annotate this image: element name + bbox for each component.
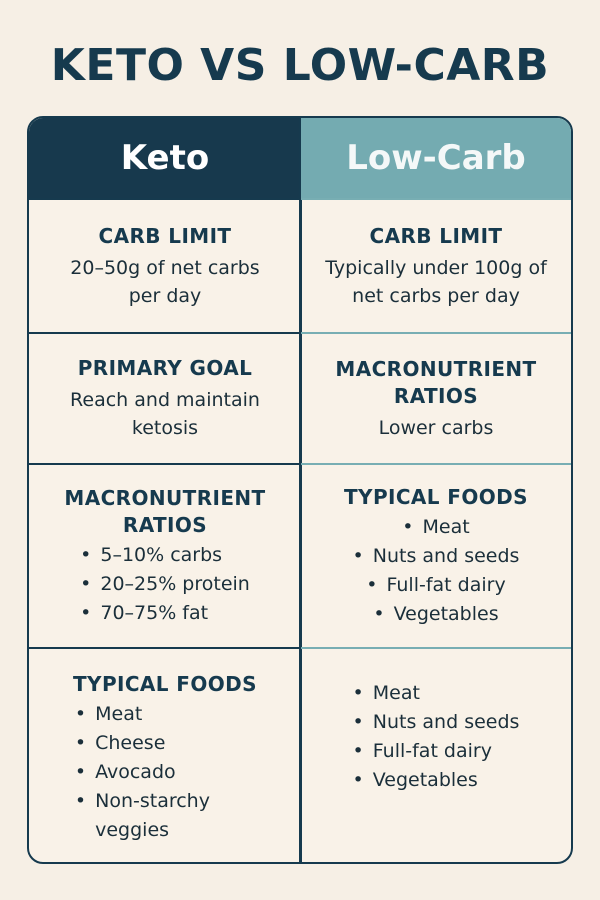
keto-foods-cell: TYPICAL FOODS Meat Cheese Avocado Non-st… (29, 647, 301, 862)
keto-primary-goal-text: Reach and maintain ketosis (70, 389, 260, 439)
keto-macro-list: 5–10% carbs 20–25% protein 70–75% fat (80, 541, 250, 628)
list-item: Nuts and seeds (353, 542, 520, 571)
list-item: Vegetables (353, 600, 520, 629)
keto-carb-limit-cell: CARB LIMIT 20–50g of net carbs per day (29, 198, 301, 332)
lowcarb-foods-list: Meat Nuts and seeds Full-fat dairy Veget… (353, 513, 520, 629)
lowcarb-macro-label: MACRONUTRIENT RATIOS (335, 356, 537, 408)
lowcarb-column: Low-Carb CARB LIMIT Typically under 100g… (301, 118, 571, 862)
lowcarb-macro-text: Lower carbs (378, 416, 494, 439)
lowcarb-carb-limit-cell: CARB LIMIT Typically under 100g of net c… (301, 198, 571, 332)
page-title: KETO VS LOW-CARB (50, 40, 550, 91)
keto-macro-label: MACRONUTRIENT RATIOS (64, 485, 266, 537)
keto-column: Keto CARB LIMIT 20–50g of net carbs per … (29, 118, 301, 862)
list-item: Full-fat dairy (353, 737, 520, 766)
lowcarb-foods-list-2: Meat Nuts and seeds Full-fat dairy Veget… (353, 679, 520, 795)
keto-foods-list: Meat Cheese Avocado Non-starchy veggies (75, 700, 235, 845)
column-divider (299, 118, 302, 862)
keto-primary-goal-label: PRIMARY GOAL (77, 356, 253, 380)
lowcarb-foods-cell: TYPICAL FOODS Meat Nuts and seeds Full-f… (301, 463, 571, 647)
lowcarb-carb-limit-label: CARB LIMIT (369, 223, 503, 248)
list-item: Non-starchy veggies (75, 787, 235, 845)
lowcarb-foods-cell-2: Meat Nuts and seeds Full-fat dairy Veget… (301, 647, 571, 862)
lowcarb-macro-cell: MACRONUTRIENT RATIOS Lower carbs (301, 332, 571, 463)
keto-carb-limit-text: 20–50g of net carbs per day (70, 256, 260, 307)
list-item: Cheese (75, 729, 235, 758)
keto-macro-cell: MACRONUTRIENT RATIOS 5–10% carbs 20–25% … (29, 463, 301, 647)
list-item: Meat (353, 679, 520, 708)
list-item: Nuts and seeds (353, 708, 520, 737)
list-item: 5–10% carbs (80, 541, 250, 570)
list-item: Avocado (75, 758, 235, 787)
list-item: Full-fat dairy (353, 571, 520, 600)
keto-carb-limit-label: CARB LIMIT (98, 223, 232, 248)
list-item: Meat (353, 513, 520, 542)
keto-header: Keto (29, 118, 301, 198)
keto-foods-label: TYPICAL FOODS (73, 671, 257, 696)
lowcarb-carb-limit-text: Typically under 100g of net carbs per da… (325, 256, 547, 307)
list-item: 20–25% protein (80, 570, 250, 599)
list-item: 70–75% fat (80, 599, 250, 628)
lowcarb-header: Low-Carb (301, 118, 571, 198)
list-item: Meat (75, 700, 235, 729)
comparison-table: Keto CARB LIMIT 20–50g of net carbs per … (27, 116, 573, 864)
keto-primary-goal-cell: PRIMARY GOAL Reach and maintain ketosis (29, 332, 301, 463)
list-item: Vegetables (353, 766, 520, 795)
lowcarb-foods-label: TYPICAL FOODS (344, 484, 528, 509)
